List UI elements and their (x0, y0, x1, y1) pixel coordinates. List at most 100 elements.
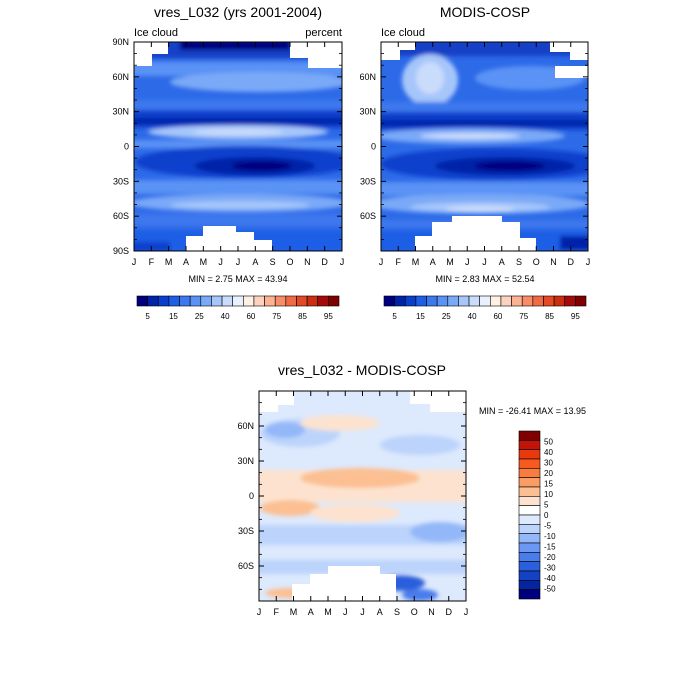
x-tick-label: N (550, 257, 557, 267)
colorbar-label: -5 (544, 522, 552, 531)
panel-model-colorbar: 5 15 25 40 60 75 85 95 (136, 295, 340, 321)
colorbar-label: 30 (544, 459, 553, 468)
x-tick-label: J (343, 607, 348, 617)
x-tick-label: A (430, 257, 436, 267)
x-tick-label: J (257, 607, 262, 617)
colorbar-swatch (543, 295, 555, 307)
x-tick-label: J (465, 257, 470, 267)
panel-obs-title: MODIS-COSP (440, 4, 530, 20)
colorbar-swatch (415, 295, 427, 307)
panel-obs: MODIS-COSP Ice cloud (359, 4, 590, 321)
colorbar-label: 5 (392, 312, 397, 321)
x-tick-label: M (165, 257, 173, 267)
colorbar-swatch (168, 295, 180, 307)
x-tick-label: S (394, 607, 400, 617)
colorbar-label: -10 (544, 532, 556, 541)
y-tick-label: 0 (371, 142, 376, 152)
colorbar-swatch (328, 295, 340, 307)
panel-diff-stats: MIN = -26.41 MAX = 13.95 (479, 406, 586, 416)
panel-model-left-label: Ice cloud (134, 27, 178, 39)
y-tick-label: 60N (359, 72, 376, 82)
x-tick-label: J (132, 257, 137, 267)
colorbar-swatch (518, 533, 541, 544)
y-tick-label: 60S (113, 211, 129, 221)
colorbar-swatch (274, 295, 287, 307)
x-tick-label: J (464, 607, 469, 617)
x-tick-label: M (290, 607, 298, 617)
y-tick-label: 60S (238, 561, 254, 571)
colorbar-swatch (383, 295, 395, 307)
colorbar-label: -15 (544, 543, 556, 552)
colorbar-label: 60 (246, 312, 255, 321)
colorbar-swatch (447, 295, 459, 307)
colorbar-swatch (264, 295, 276, 307)
colorbar-swatch (436, 295, 449, 307)
colorbar-swatch (518, 580, 541, 590)
x-tick-label: A (252, 257, 258, 267)
colorbar-label: 25 (195, 312, 204, 321)
panel-obs-stats: MIN = 2.83 MAX = 52.54 (435, 274, 534, 284)
x-tick-label: F (149, 257, 155, 267)
colorbar-swatch (468, 295, 480, 307)
colorbar-label: 75 (272, 312, 281, 321)
colorbar-label: 95 (324, 312, 333, 321)
x-tick-label: A (308, 607, 314, 617)
x-tick-label: A (377, 607, 383, 617)
x-tick-label: D (321, 257, 328, 267)
panel-model-stats: MIN = 2.75 MAX = 43.94 (188, 274, 287, 284)
colorbar-swatch (285, 295, 297, 307)
x-tick-label: J (482, 257, 487, 267)
colorbar-swatch (243, 295, 255, 307)
colorbar-swatch (518, 440, 541, 450)
colorbar-swatch (296, 295, 308, 307)
y-tick-label: 60N (112, 72, 129, 82)
colorbar-swatch (211, 295, 223, 307)
colorbar-label: 85 (545, 312, 554, 321)
colorbar-swatch (306, 295, 319, 307)
colorbar-swatch (511, 295, 523, 307)
colorbar-label: 15 (416, 312, 425, 321)
colorbar-swatch (147, 295, 159, 307)
x-tick-label: M (412, 257, 420, 267)
x-tick-label: J (218, 257, 223, 267)
colorbar-label: 15 (169, 312, 178, 321)
panel-diff-title: vres_L032 - MODIS-COSP (278, 362, 446, 378)
colorbar-label: 25 (442, 312, 451, 321)
panel-model-field (134, 42, 342, 251)
panel-model: vres_L032 (yrs 2001-2004) Ice cloud perc… (112, 4, 344, 321)
colorbar-swatch (564, 295, 576, 307)
y-tick-label: 30S (360, 176, 376, 186)
colorbar-label: 85 (298, 312, 307, 321)
colorbar-label: -50 (544, 585, 556, 594)
colorbar-swatch (518, 468, 541, 478)
y-tick-label: 60N (237, 421, 254, 431)
x-tick-label: O (533, 257, 540, 267)
x-tick-label: O (286, 257, 293, 267)
colorbar-swatch (426, 295, 438, 307)
x-tick-label: J (586, 257, 591, 267)
colorbar-swatch (518, 561, 541, 572)
colorbar-swatch (575, 295, 587, 307)
y-tick-label: 30S (113, 176, 129, 186)
colorbar-label: 40 (221, 312, 230, 321)
colorbar-swatch (317, 295, 329, 307)
colorbar-swatch (136, 295, 148, 307)
x-tick-label: A (499, 257, 505, 267)
colorbar-swatch (458, 295, 470, 307)
colorbar-swatch (518, 449, 541, 460)
x-tick-label: J (379, 257, 384, 267)
colorbar-label: 60 (493, 312, 502, 321)
colorbar-label: 50 (544, 438, 553, 447)
y-tick-label: 90N (112, 37, 129, 47)
x-tick-label: A (183, 257, 189, 267)
colorbar-swatch (157, 295, 170, 307)
x-tick-label: F (396, 257, 402, 267)
x-tick-label: J (236, 257, 241, 267)
colorbar-swatch (253, 295, 265, 307)
y-tick-label: 30S (238, 526, 254, 536)
colorbar-label: 5 (145, 312, 150, 321)
colorbar-label: 10 (544, 490, 553, 499)
x-tick-label: M (324, 607, 332, 617)
